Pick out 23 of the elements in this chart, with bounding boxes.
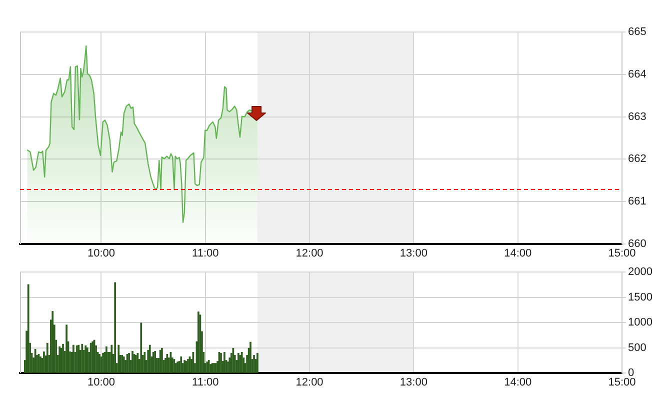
x-tick-label: 13:00 [400, 248, 428, 260]
y-tick-label: 1500 [628, 291, 652, 304]
y-tick-label: 665 [628, 26, 646, 38]
x-tick-label: 15:00 [608, 248, 636, 260]
y-tick-label: 0 [628, 367, 634, 380]
y-tick-label: 2000 [628, 266, 652, 278]
y-tick-label: 664 [628, 68, 646, 80]
y-tick-label: 1000 [628, 316, 652, 329]
x-tick-label: 13:00 [400, 376, 428, 389]
y-tick-label: 500 [628, 342, 646, 354]
y-tick-label: 661 [628, 196, 646, 208]
x-tick-label: 11:00 [192, 376, 219, 389]
x-tick-label: 14:00 [504, 376, 532, 389]
x-tick-label: 10:00 [87, 248, 116, 260]
y-tick-label: 660 [628, 238, 646, 250]
x-tick-label: 12:00 [296, 376, 324, 389]
x-tick-label: 11:00 [192, 248, 219, 260]
x-tick-label: 15:00 [608, 376, 636, 389]
x-tick-label: 14:00 [504, 248, 532, 260]
y-tick-label: 662 [628, 153, 646, 166]
x-tick-label: 12:00 [296, 248, 324, 260]
y-tick-label: 663 [628, 110, 646, 123]
x-tick-label: 10:00 [87, 376, 116, 389]
